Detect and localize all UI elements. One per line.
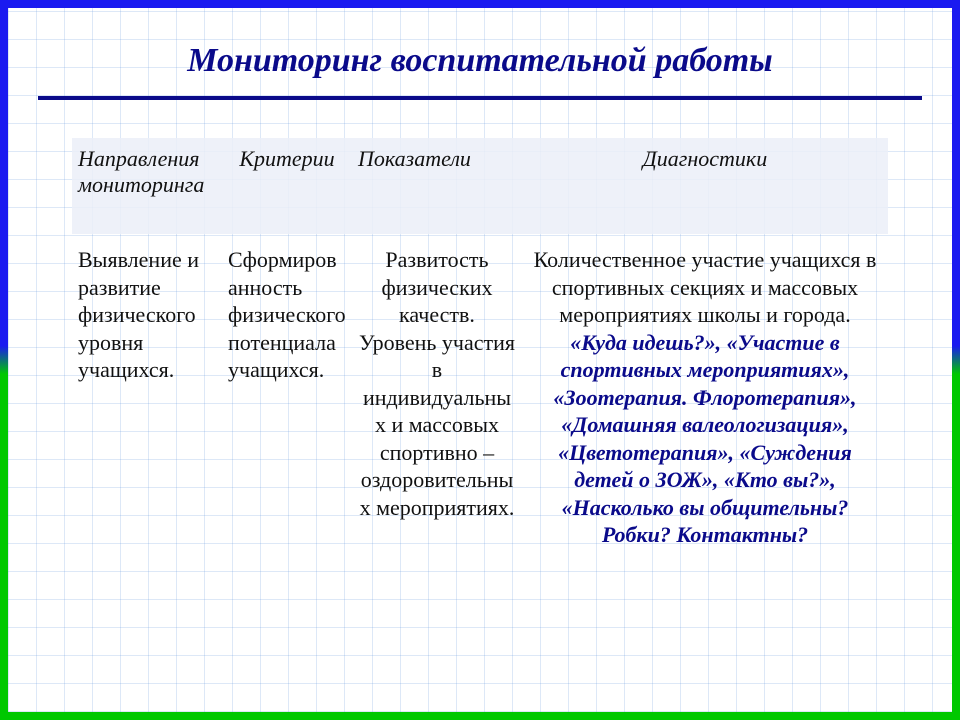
cell-indicators: Развитость физических качеств. Уровень у… [352, 242, 522, 652]
title-rule [38, 96, 922, 100]
cell-diagnostics: Количественное участие учащихся в спорти… [522, 242, 888, 652]
cell-directions: Выявление и развитие физического уровня … [72, 242, 222, 652]
diagnostics-plain: Количественное участие учащихся в спорти… [534, 247, 877, 327]
cell-criteria: Сформированность физического потенциала … [222, 242, 352, 652]
monitoring-table: Направления мониторинга Критерии Показат… [72, 138, 888, 652]
th-indicators: Показатели [352, 138, 522, 234]
page-title: Мониторинг воспитательной работы [8, 42, 952, 80]
th-diagnostics: Диагностики [522, 138, 888, 234]
diagnostics-emph: «Куда идешь?», «Участие в спортивных мер… [553, 330, 856, 548]
inner-frame: Мониторинг воспитательной работы Направл… [6, 6, 954, 714]
table-header-row: Направления мониторинга Критерии Показат… [72, 138, 888, 234]
th-criteria: Критерии [222, 138, 352, 234]
th-directions: Направления мониторинга [72, 138, 222, 234]
table-row: Выявление и развитие физического уровня … [72, 234, 888, 652]
